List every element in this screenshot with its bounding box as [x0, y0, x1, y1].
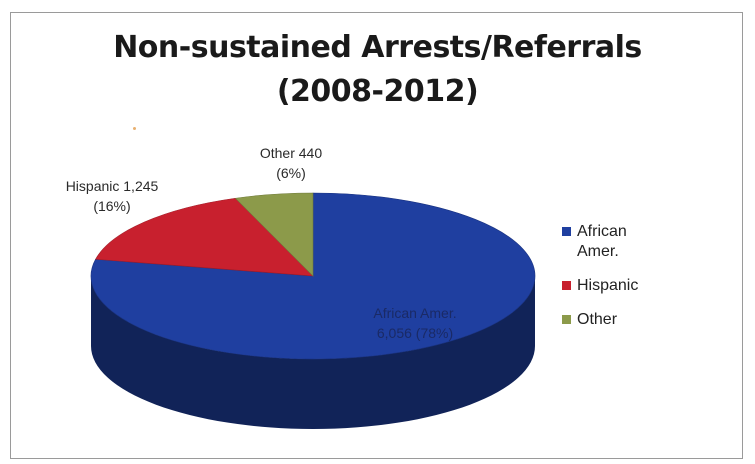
slice-label-other: Other 440 (6%)	[226, 143, 356, 183]
chart-title-line-2: (2008-2012)	[276, 74, 479, 109]
legend-swatch-other	[562, 315, 571, 324]
pie-slice-other	[234, 192, 314, 277]
legend-swatch-african-amer	[562, 227, 571, 236]
legend-item-african-amer: African Amer.	[562, 222, 667, 262]
legend-label-hispanic: Hispanic	[577, 277, 639, 294]
slice-label-other-line-1: Other 440	[259, 145, 323, 161]
chart-title-line-1: Non-sustained Arrests/Referrals	[113, 30, 642, 65]
slice-label-other-line-2: (6%)	[276, 165, 306, 181]
legend-label-other: Other	[577, 311, 618, 328]
pie-top	[90, 192, 536, 360]
chart-title: Non-sustained Arrests/Referrals (2008-20…	[0, 26, 755, 114]
legend: African Amer. Hispanic Other	[562, 222, 667, 344]
legend-swatch-hispanic	[562, 281, 571, 290]
slice-label-hispanic: Hispanic 1,245 (16%)	[32, 176, 192, 216]
slice-label-hispanic-line-1: Hispanic 1,245	[65, 178, 159, 194]
slice-label-african-amer-line-2: 6,056 (78%)	[376, 325, 454, 341]
slice-label-african-amer: African Amer. 6,056 (78%)	[345, 303, 485, 343]
legend-item-hispanic: Hispanic	[562, 276, 667, 296]
slice-label-hispanic-line-2: (16%)	[93, 198, 131, 214]
legend-label-african-amer: African Amer.	[577, 223, 627, 260]
pie-side-african-amer	[91, 276, 535, 429]
pie-slice-hispanic	[95, 197, 314, 277]
pie-depth	[91, 276, 535, 429]
legend-item-other: Other	[562, 310, 667, 330]
stray-mark	[133, 127, 136, 130]
slice-label-african-amer-line-1: African Amer.	[373, 305, 457, 321]
